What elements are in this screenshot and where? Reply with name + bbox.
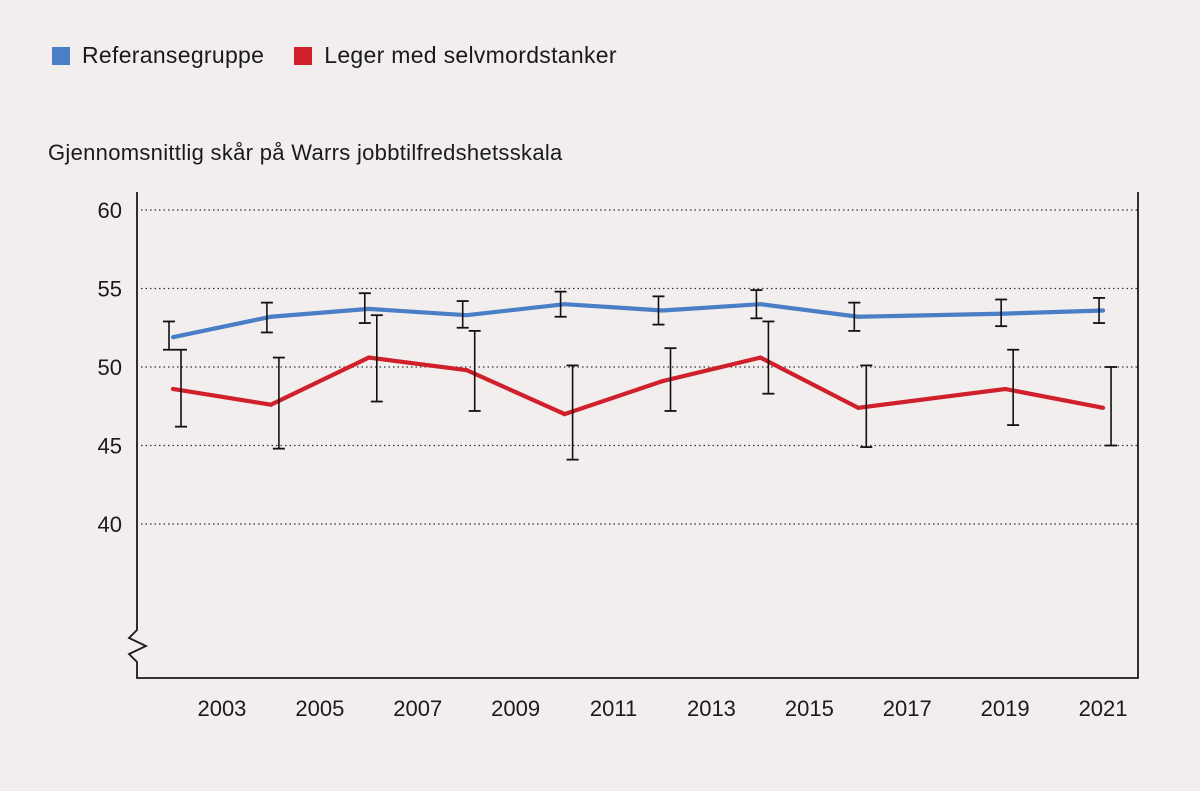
- y-tick-label: 50: [98, 355, 122, 380]
- data-point: [856, 405, 861, 410]
- x-tick-label: 2019: [981, 696, 1030, 721]
- error-bar: [358, 292, 371, 324]
- legend: Referansegruppe Leger med selvmordstanke…: [52, 42, 647, 69]
- data-point: [170, 386, 176, 392]
- data-point: [856, 314, 861, 319]
- x-tick-label: 2009: [491, 696, 540, 721]
- error-bar: [554, 290, 567, 318]
- series-line: [172, 355, 1104, 417]
- legend-swatch-blue: [52, 46, 70, 65]
- x-tick-label: 2007: [393, 696, 442, 721]
- error-bar: [762, 320, 775, 395]
- x-tick-label: 2017: [883, 696, 932, 721]
- y-tick-label: 55: [98, 277, 122, 302]
- data-point: [562, 302, 567, 307]
- data-point: [366, 355, 371, 360]
- data-point: [366, 306, 371, 312]
- x-tick-label: 2021: [1079, 696, 1128, 721]
- error-bar: [456, 300, 469, 329]
- y-axis-label: Gjennomsnittlig skår på Warrs jobbtilfre…: [48, 140, 563, 165]
- error-bar: [468, 329, 481, 412]
- data-point: [1003, 386, 1008, 392]
- data-point: [268, 402, 273, 407]
- x-tick-label: 2011: [590, 696, 637, 721]
- series-layer: [163, 289, 1118, 461]
- series-leger-med-selvmordstanker: [170, 314, 1118, 461]
- error-bar: [750, 289, 763, 320]
- error-bar: [652, 295, 665, 326]
- error-bar: [995, 298, 1008, 328]
- error-bar: [163, 320, 175, 351]
- legend-label-referansegruppe: Referansegruppe: [82, 42, 265, 68]
- y-tick-label: 40: [98, 512, 122, 537]
- data-point: [464, 313, 469, 318]
- data-point: [758, 355, 763, 360]
- series-line: [172, 302, 1104, 340]
- error-bar: [272, 356, 285, 450]
- data-point: [758, 302, 763, 307]
- data-point: [464, 368, 469, 373]
- gridlines: [141, 209, 1138, 525]
- data-point: [562, 412, 567, 417]
- error-bar: [860, 364, 873, 448]
- error-bar: [664, 347, 677, 412]
- y-tick-labels: 40 45 50 55 60: [98, 198, 122, 537]
- error-bar: [1105, 366, 1118, 447]
- axis-frame: [127, 192, 1139, 679]
- data-point: [1003, 311, 1008, 316]
- legend-label-leger: Leger med selvmordstanker: [324, 42, 617, 68]
- x-tick-labels: 2003 2005 2007 2009 2011 2013 2015 2017 2019 2021: [197, 696, 1127, 721]
- x-tick-label: 2003: [197, 696, 246, 721]
- data-point: [660, 308, 665, 313]
- x-tick-label: 2013: [687, 696, 736, 721]
- error-bar: [260, 301, 273, 334]
- data-point: [268, 314, 273, 319]
- x-tick-label: 2015: [785, 696, 834, 721]
- error-bar: [1093, 297, 1106, 324]
- series-referansegruppe: [163, 289, 1106, 351]
- legend-swatch-red: [294, 46, 313, 65]
- legend-item-leger: Leger med selvmordstanker: [294, 42, 617, 69]
- error-bar: [1007, 348, 1020, 426]
- data-point: [1100, 405, 1106, 410]
- y-tick-label: 45: [98, 434, 122, 459]
- legend-item-referansegruppe: Referansegruppe: [52, 42, 264, 69]
- error-bar: [370, 314, 383, 403]
- y-tick-label: 60: [98, 198, 122, 223]
- error-bar: [175, 348, 187, 428]
- axes: [127, 192, 1139, 679]
- data-point: [1100, 308, 1106, 313]
- data-point: [660, 379, 665, 384]
- x-tick-label: 2005: [295, 696, 344, 721]
- error-bar: [566, 364, 579, 461]
- error-bar: [848, 301, 861, 332]
- data-point: [170, 335, 176, 340]
